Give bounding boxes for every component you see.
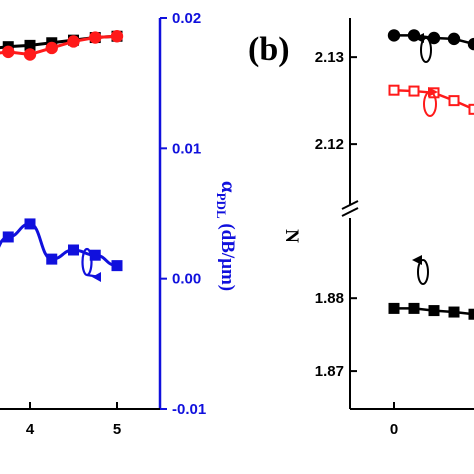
panel-b-rotation-arrow-red <box>423 87 438 117</box>
panel-b-data-point <box>408 85 420 97</box>
panel-a-data-point <box>23 48 37 61</box>
panel-b: (b) N 2.12 2.13 1.87 1.88 0 <box>248 18 474 438</box>
panel-a-right-tick-label: 0.02 <box>172 10 201 27</box>
panel-b-data-point <box>388 84 400 96</box>
panel-a-data-point <box>68 244 79 256</box>
panel-b-y-tick-label: 2.12 <box>315 136 344 153</box>
axis-title-subscript: PDL <box>214 193 229 219</box>
panel-b-data-point <box>427 31 441 45</box>
panel-a-data-point <box>24 218 36 230</box>
panel-a-data-point <box>46 253 58 265</box>
panel-a-right-tick-label: -0.01 <box>172 401 206 418</box>
panel-a-data-point <box>2 231 14 243</box>
panel-b-data-point <box>448 306 460 318</box>
panel-b-y-tick-label: 1.88 <box>315 290 344 307</box>
panel-b-data-point <box>428 305 440 317</box>
panel-a-data-point <box>111 260 123 272</box>
panel-a-right-tick-label: 0.00 <box>172 271 201 288</box>
panel-b-y-axis-title: N <box>281 229 302 243</box>
panel-b-axis-break-mark <box>341 200 359 217</box>
panel-b-y-tick-label: 2.13 <box>315 49 344 66</box>
panel-b-data-point <box>387 29 401 42</box>
panel-b-data-point <box>448 95 460 107</box>
panel-b-label: (b) <box>248 31 290 68</box>
panel-a-data-point <box>89 31 102 44</box>
panel-a-series-2 <box>0 218 123 272</box>
axis-title-alpha: α <box>217 181 241 193</box>
panel-b-y-tick-label: 1.87 <box>315 363 344 380</box>
panel-a-series-line <box>0 34 118 57</box>
panel-a-right-tick-label: 0.01 <box>172 140 201 157</box>
panel-b-rotation-arrow-black-upper <box>414 33 432 63</box>
panel-b-series-2 <box>388 302 474 320</box>
panel-a: -0.01 0.00 0.01 0.02 4 5 αPDL (dB/μm) <box>0 10 241 438</box>
panel-a-series-line <box>0 222 118 268</box>
panel-b-data-point <box>408 302 420 314</box>
panel-a-data-point <box>67 35 80 48</box>
panel-a-data-point <box>2 45 15 59</box>
panel-b-rotation-arrow-black-lower <box>412 255 429 285</box>
panel-b-data-point <box>468 103 474 115</box>
panel-a-arrowhead <box>92 272 101 282</box>
panel-b-data-point <box>467 37 474 51</box>
panel-a-x-tick-label: 5 <box>113 421 121 438</box>
panel-a-data-point <box>110 30 124 43</box>
panel-b-series-0 <box>387 29 474 51</box>
panel-b-x-tick-label: 0 <box>390 421 398 438</box>
axis-title-unit: (dB/μm) <box>217 219 238 292</box>
panel-a-data-point <box>45 41 58 55</box>
panel-a-x-tick-label: 4 <box>26 421 35 438</box>
panel-b-data-point <box>447 32 461 46</box>
panel-a-series-0 <box>0 30 123 53</box>
panel-b-data-point <box>468 308 474 320</box>
panel-b-data-point <box>388 302 400 314</box>
panel-a-series-1 <box>0 30 124 61</box>
panel-a-right-axis-title: αPDL (dB/μm) <box>214 181 241 291</box>
panel-a-rotation-arrow-annotation <box>81 247 101 282</box>
